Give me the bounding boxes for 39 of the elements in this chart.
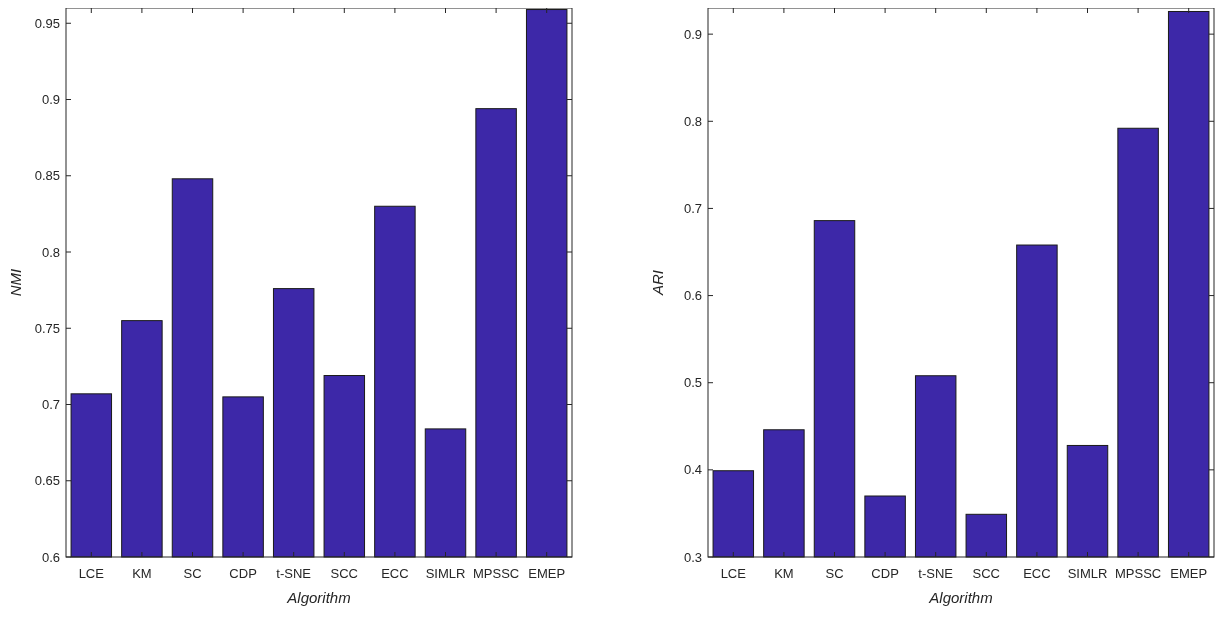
y-tick-label: 0.85 — [34, 168, 60, 184]
x-tick-label: CDP — [871, 566, 899, 581]
y-tick-label: 0.5 — [683, 375, 702, 391]
y-tick-label: 0.8 — [683, 113, 702, 129]
x-tick-label: MPSSC — [472, 566, 520, 581]
x-axis-title: Algorithm — [928, 589, 993, 606]
y-tick-label: 0.9 — [41, 92, 60, 108]
x-tick-label: MPSSC — [1114, 566, 1162, 581]
x-tick-label: LCE — [78, 566, 105, 581]
x-tick-label: t-SNE — [276, 566, 312, 581]
x-tick-label: SCC — [330, 566, 359, 581]
y-tick-label: 0.75 — [34, 320, 60, 336]
x-tick-label: CDP — [229, 566, 257, 581]
x-tick-label: SC — [825, 566, 844, 581]
y-axis-title: NMI — [7, 268, 24, 297]
x-tick-label: SC — [183, 566, 202, 581]
y-tick-label: 0.8 — [41, 244, 60, 260]
x-tick-label: t-SNE — [918, 566, 954, 581]
y-tick-label: 0.65 — [34, 473, 60, 489]
x-tick-label: KM — [132, 566, 152, 581]
x-tick-label: ECC — [381, 566, 409, 581]
x-tick-label: SIMLR — [1067, 566, 1108, 581]
x-tick-label: SCC — [972, 566, 1001, 581]
y-tick-label: 0.3 — [683, 549, 702, 565]
y-tick-label: 0.7 — [683, 200, 702, 216]
x-axis-title: Algorithm — [286, 589, 351, 606]
y-tick-label: 0.95 — [34, 15, 60, 31]
y-axis-title: ARI — [649, 269, 666, 297]
y-tick-label: 0.6 — [41, 549, 60, 565]
y-tick-label: 0.9 — [683, 26, 702, 42]
y-tick-label: 0.6 — [683, 288, 702, 304]
y-tick-label: 0.7 — [41, 397, 60, 413]
x-tick-label: ECC — [1023, 566, 1051, 581]
x-tick-label: EMEP — [1170, 566, 1208, 581]
y-tick-label: 0.4 — [683, 462, 702, 478]
x-tick-label: LCE — [720, 566, 747, 581]
x-tick-label: SIMLR — [425, 566, 466, 581]
x-tick-label: KM — [774, 566, 794, 581]
x-tick-label: EMEP — [528, 566, 566, 581]
